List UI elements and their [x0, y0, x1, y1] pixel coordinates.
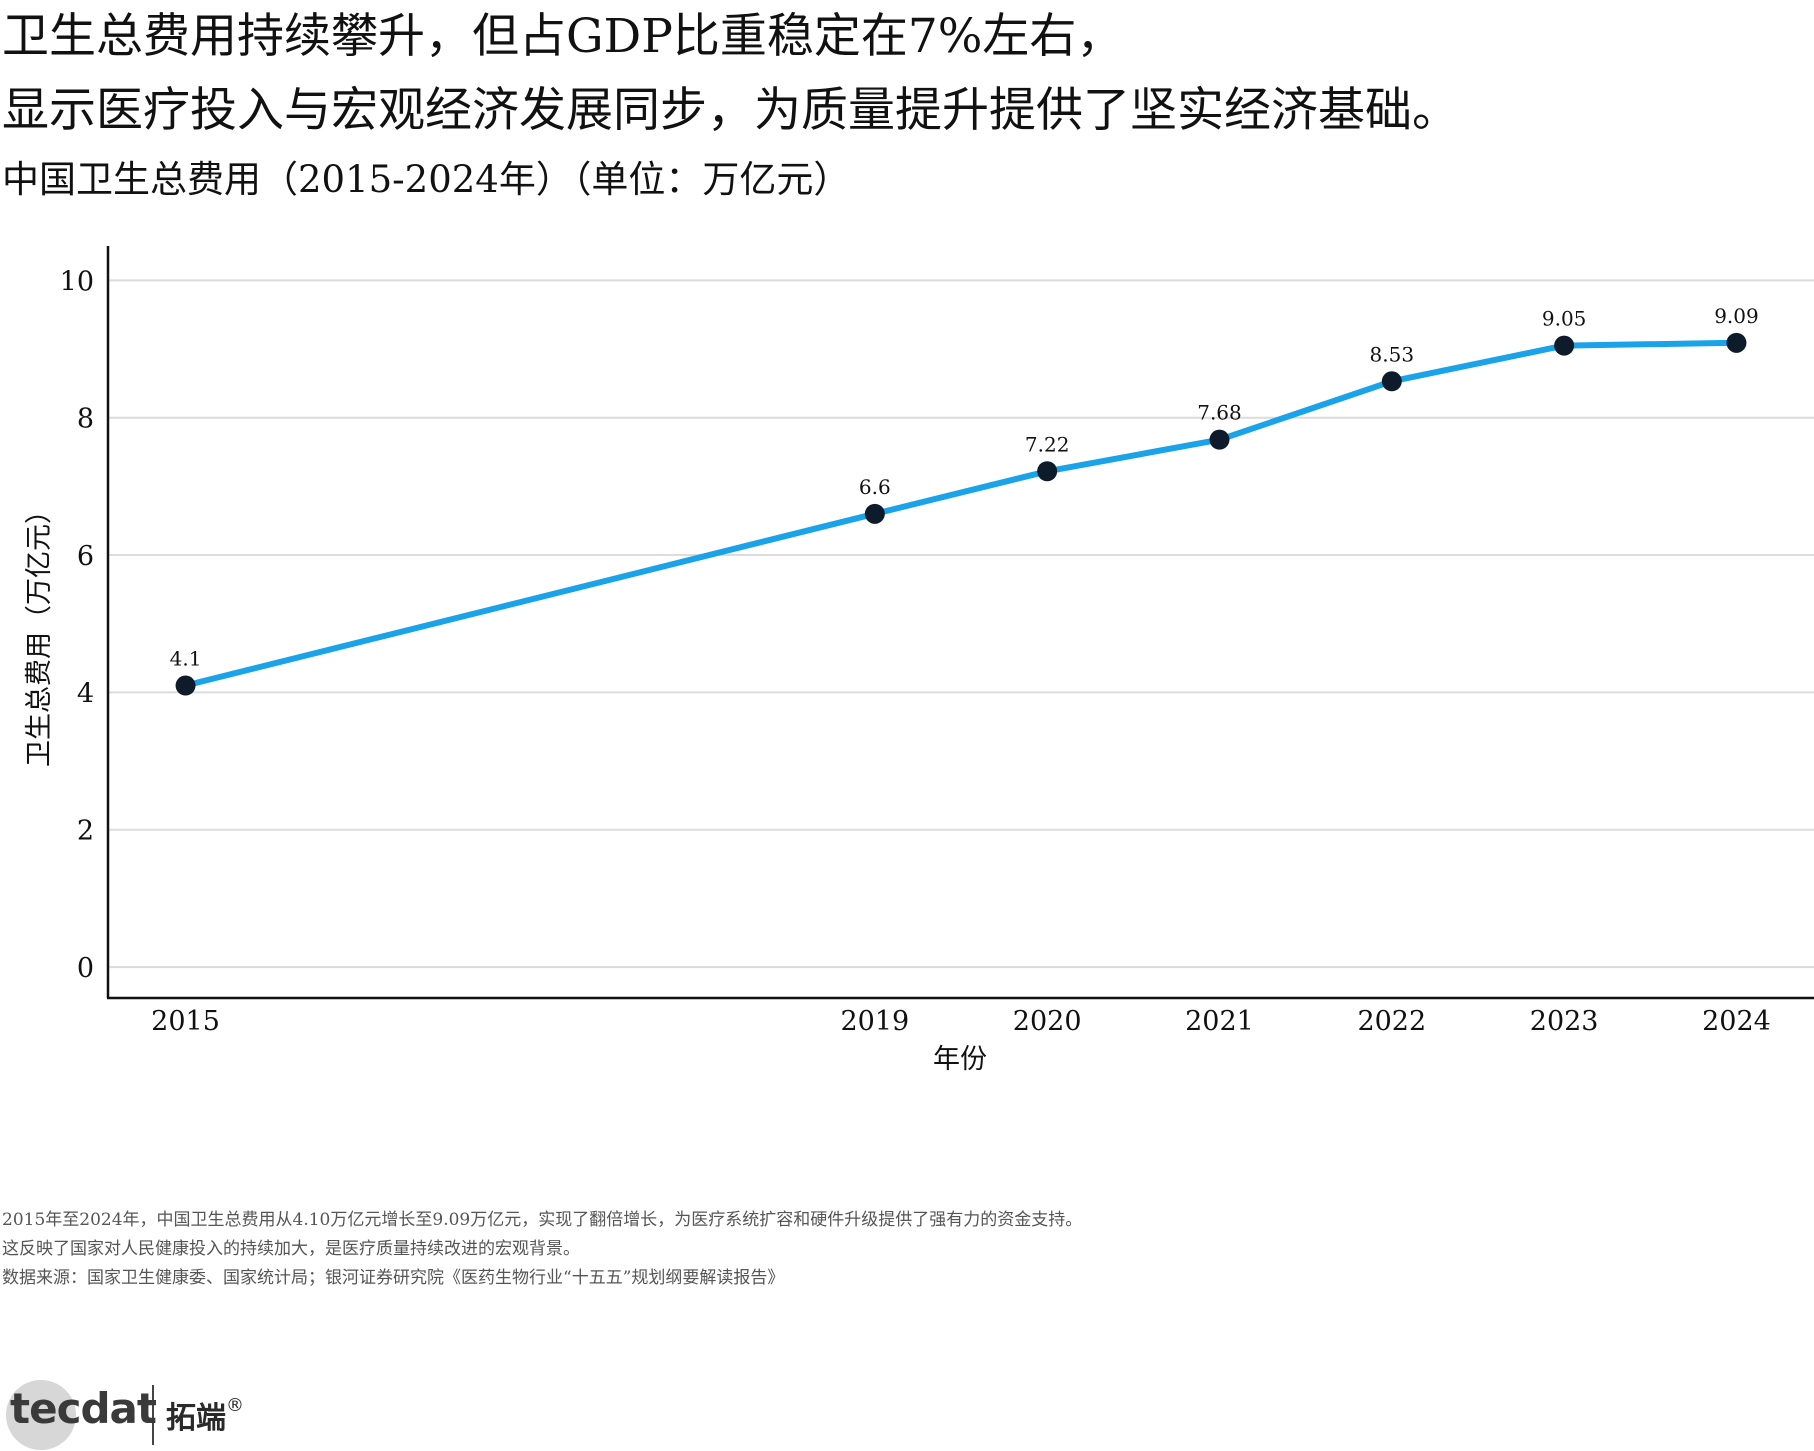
logo-mark: tecdat: [6, 1380, 157, 1450]
x-tick-label: 2022: [1357, 1006, 1426, 1037]
series-line: [182, 339, 1740, 689]
data-points: [175, 332, 1747, 696]
data-label: 4.1: [170, 647, 202, 671]
data-point: [1554, 335, 1575, 356]
footnotes: 2015年至2024年，中国卫生总费用从4.10万亿元增长至9.09万亿元，实现…: [2, 1206, 1082, 1293]
x-tick-label: 2019: [840, 1006, 909, 1037]
brand-logo: tecdat 拓端 ®: [6, 1380, 244, 1450]
data-label: 9.09: [1714, 304, 1759, 328]
logo-divider: [152, 1385, 154, 1445]
data-point: [1726, 332, 1747, 353]
series-line-path: [182, 339, 1740, 689]
data-point: [1209, 429, 1230, 450]
chart-subtitle: 中国卫生总费用（2015-2024年）（单位：万亿元）: [2, 158, 851, 201]
data-labels: 4.1 6.6 7.22 7.68 8.53 9.05 9.09: [170, 304, 1759, 671]
data-label: 7.68: [1197, 401, 1242, 425]
line-chart: 0 2 4 6 8 10 2015 2019 2020 2021 2022 2023 2024 4.1…: [24, 246, 1814, 1075]
y-tick-label: 10: [60, 266, 94, 297]
footnote-source: 数据来源：国家卫生健康委、国家统计局；银河证券研究院《医药生物行业“十五五”规划…: [2, 1268, 785, 1288]
y-tick-label: 6: [77, 541, 94, 572]
data-point: [175, 675, 196, 696]
x-tick-label: 2020: [1013, 1006, 1082, 1037]
x-tick-label: 2021: [1185, 1006, 1254, 1037]
y-tick-label: 0: [77, 953, 94, 984]
data-point: [864, 503, 885, 524]
data-label: 6.6: [859, 475, 891, 499]
footnote-line-1: 2015年至2024年，中国卫生总费用从4.10万亿元增长至9.09万亿元，实现…: [2, 1210, 1083, 1230]
x-axis-label: 年份: [933, 1044, 987, 1075]
x-tick-label: 2015: [151, 1006, 220, 1037]
footnote-line-2: 这反映了国家对人民健康投入的持续加大，是医疗质量持续改进的宏观背景。: [2, 1239, 580, 1259]
y-axis-label: 卫生总费用（万亿元）: [24, 497, 55, 767]
data-label: 7.22: [1025, 432, 1070, 456]
data-point: [1381, 371, 1402, 392]
y-tick-label: 8: [77, 404, 94, 435]
data-point: [1037, 461, 1058, 482]
y-tick-label: 4: [77, 678, 94, 709]
logo-cn-text: 拓端: [166, 1401, 226, 1436]
logo-brand-text: tecdat: [10, 1384, 157, 1433]
chart-title-line-1: 卫生总费用持续攀升，但占GDP比重稳定在7%左右，: [2, 9, 1124, 64]
grid-lines: [108, 279, 1814, 969]
x-tick-label: 2023: [1530, 1006, 1599, 1037]
data-label: 9.05: [1542, 307, 1587, 331]
axes: [106, 246, 1814, 1000]
chart-title-line-2: 显示医疗投入与宏观经济发展同步，为质量提升提供了坚实经济基础。: [2, 83, 1459, 138]
y-tick-labels: 0 2 4 6 8 10: [60, 266, 94, 984]
x-tick-label: 2024: [1702, 1006, 1771, 1037]
x-tick-labels: 2015 2019 2020 2021 2022 2023 2024: [151, 1006, 1771, 1037]
logo-circle-icon: [6, 1380, 76, 1450]
data-label: 8.53: [1370, 342, 1415, 366]
logo-registered-mark: ®: [226, 1394, 244, 1416]
y-tick-label: 2: [77, 816, 94, 847]
